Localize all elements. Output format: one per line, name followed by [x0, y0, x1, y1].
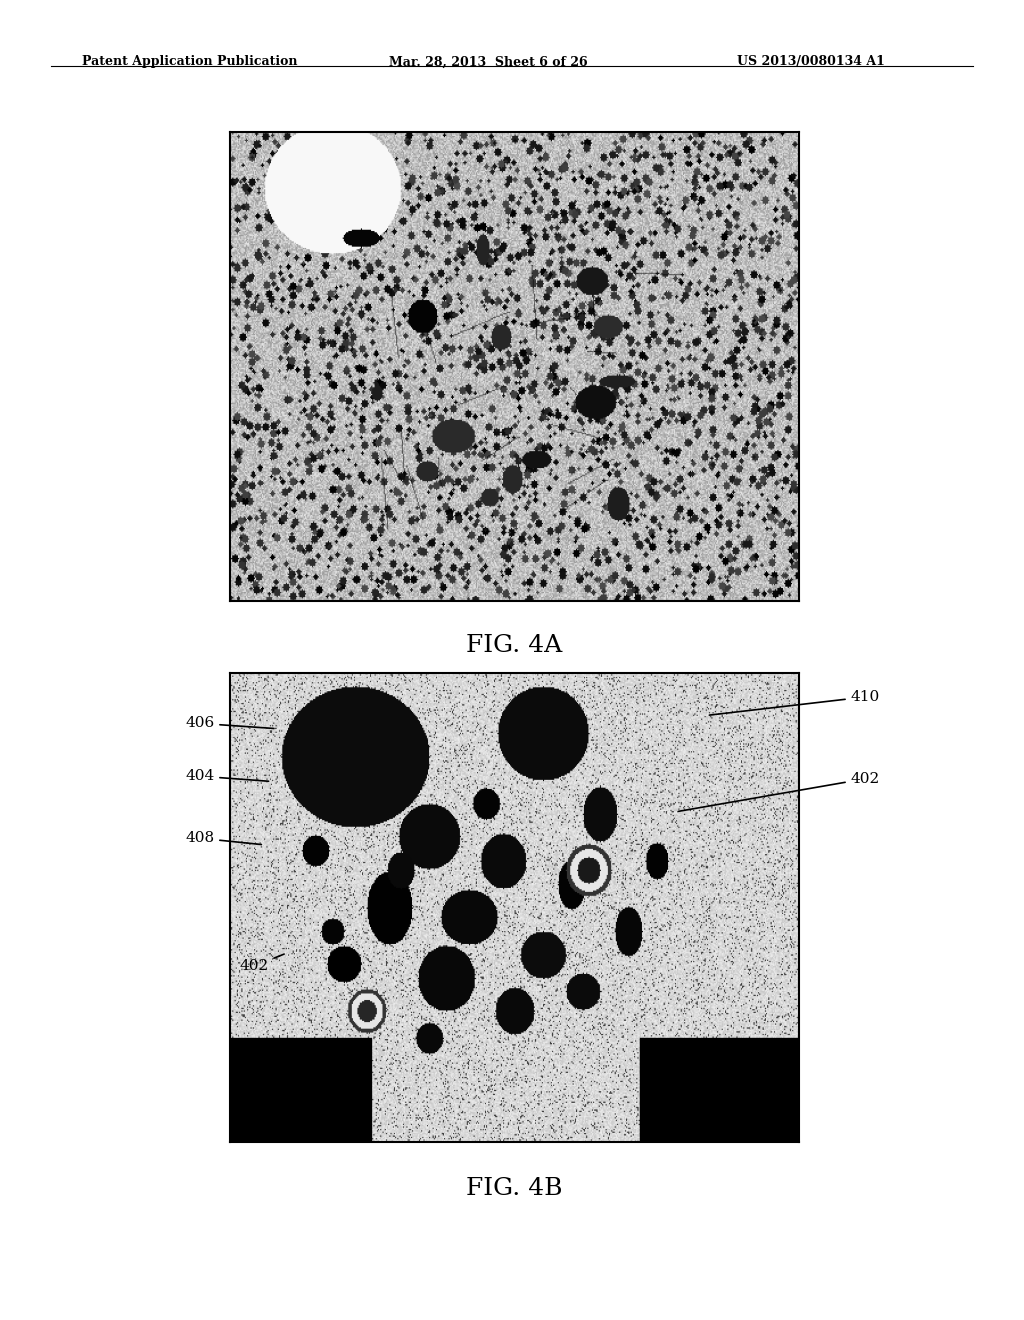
Text: FIG. 4A: FIG. 4A	[466, 634, 562, 656]
Text: US 2013/0080134 A1: US 2013/0080134 A1	[737, 55, 885, 69]
Text: 402: 402	[240, 954, 284, 973]
Text: FIG. 4B: FIG. 4B	[466, 1177, 562, 1200]
Text: 408: 408	[185, 832, 261, 845]
Text: Mar. 28, 2013  Sheet 6 of 26: Mar. 28, 2013 Sheet 6 of 26	[389, 55, 588, 69]
Text: 406: 406	[185, 717, 273, 730]
Text: 410: 410	[710, 690, 880, 715]
Text: 404: 404	[185, 770, 268, 783]
Text: Patent Application Publication: Patent Application Publication	[82, 55, 297, 69]
Text: 402: 402	[679, 772, 880, 812]
